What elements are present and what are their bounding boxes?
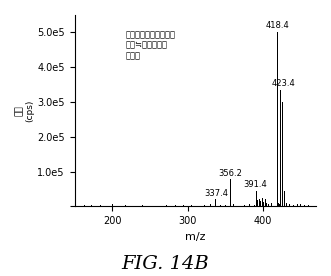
X-axis label: m/z: m/z [185, 232, 206, 242]
Bar [289, 204, 290, 206]
Bar [265, 200, 266, 206]
Text: 418.4: 418.4 [265, 21, 289, 30]
Bar [91, 205, 92, 206]
Bar [244, 205, 245, 206]
Bar [254, 205, 255, 206]
Bar [282, 102, 283, 206]
Bar [266, 203, 267, 206]
Bar [156, 205, 157, 206]
Bar [278, 203, 279, 206]
Bar [279, 204, 280, 206]
Bar [262, 198, 263, 206]
Bar [269, 202, 270, 206]
Bar [84, 205, 85, 206]
Bar [271, 203, 272, 206]
Bar [256, 191, 257, 206]
Text: 423.4: 423.4 [272, 79, 296, 88]
Bar [260, 201, 261, 206]
Bar [199, 205, 200, 206]
Text: 391.4: 391.4 [243, 180, 267, 189]
Bar [142, 205, 143, 206]
Bar [112, 204, 113, 206]
Bar [175, 205, 176, 206]
Bar [280, 90, 281, 206]
Text: 337.4: 337.4 [204, 189, 228, 198]
Bar [233, 204, 234, 206]
Bar [284, 191, 285, 206]
Bar [272, 204, 273, 206]
Text: FIG. 14B: FIG. 14B [121, 255, 210, 273]
Bar [258, 200, 259, 206]
Bar [304, 205, 305, 206]
Bar [259, 199, 260, 206]
Text: フラグメンテーション
時間≒２０ミリ秒
於オフ: フラグメンテーション 時間≒２０ミリ秒 於オフ [125, 30, 175, 60]
Text: 356.2: 356.2 [218, 169, 242, 177]
Bar [225, 205, 226, 206]
Bar [215, 200, 216, 206]
Bar [286, 203, 287, 206]
Bar [249, 204, 250, 206]
Bar [297, 204, 298, 206]
Bar [293, 205, 294, 206]
Y-axis label: 強度
(cps): 強度 (cps) [15, 100, 34, 122]
Bar [210, 204, 211, 206]
Bar [220, 205, 221, 206]
Bar [125, 205, 126, 206]
Bar [166, 205, 167, 206]
Bar [183, 205, 184, 206]
Bar [204, 205, 205, 206]
Bar [239, 205, 240, 206]
Bar [263, 202, 264, 206]
Bar [230, 179, 231, 206]
Bar [191, 205, 192, 206]
Bar [308, 205, 309, 206]
Bar [268, 204, 269, 206]
